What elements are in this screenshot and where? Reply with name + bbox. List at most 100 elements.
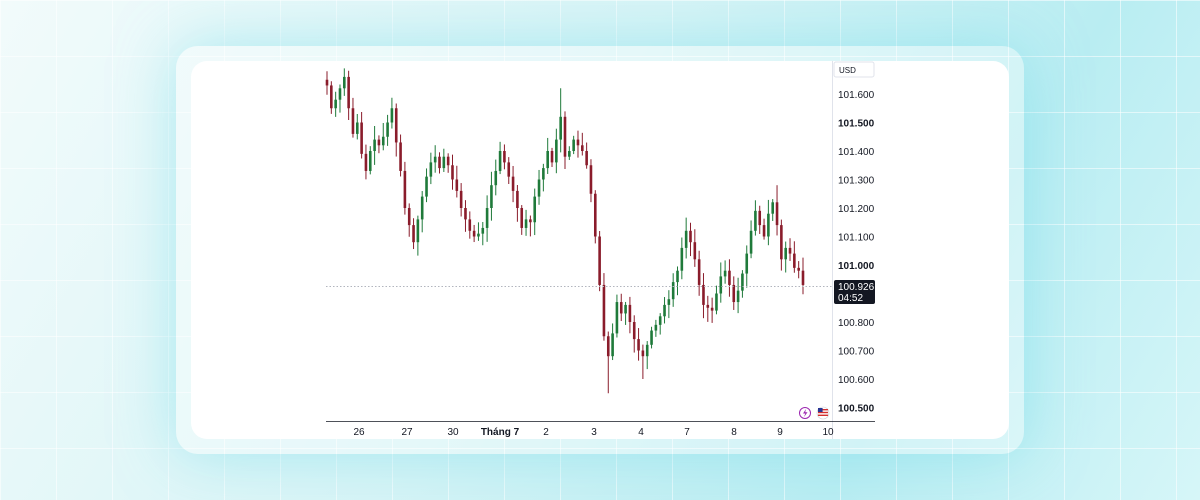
candle-body <box>602 284 606 337</box>
candle <box>416 215 420 256</box>
candle-body <box>593 193 597 237</box>
candle <box>490 171 493 221</box>
candle <box>330 81 333 114</box>
candle-body <box>611 333 614 357</box>
candle-body <box>520 208 524 228</box>
candle <box>390 97 394 129</box>
candle <box>801 257 805 295</box>
candle-body <box>771 202 775 214</box>
candle <box>775 185 779 236</box>
candle <box>542 163 545 192</box>
candle <box>563 111 567 170</box>
lightning-icon[interactable] <box>799 407 811 419</box>
candle-body <box>364 153 368 171</box>
candle <box>403 161 407 215</box>
candle-body <box>330 85 333 109</box>
price-axis[interactable]: 101.600 101.500 101.400 101.300 101.200 101.1… <box>838 90 875 415</box>
candle-body <box>559 116 562 140</box>
candle <box>381 123 385 151</box>
candle <box>325 71 329 95</box>
date-label: 2 <box>543 427 549 438</box>
candle <box>516 185 519 222</box>
candle <box>394 103 398 157</box>
candle <box>559 88 562 153</box>
candle <box>606 331 610 394</box>
time-axis[interactable]: 26 27 30 Tháng 7 2 3 4 7 8 9 10 <box>353 427 834 438</box>
price-label: 101.400 <box>838 147 875 158</box>
date-label: 3 <box>591 427 597 438</box>
candle <box>537 169 541 205</box>
candle-body <box>784 247 787 260</box>
candle <box>680 237 684 280</box>
candle <box>555 128 558 174</box>
candle <box>728 259 731 297</box>
candle-body <box>407 208 411 226</box>
candle-body <box>325 79 329 86</box>
candle-body <box>368 151 372 171</box>
candle <box>399 134 402 177</box>
price-label: 100.800 <box>838 318 875 329</box>
candle <box>438 152 441 174</box>
candle-body <box>576 139 580 146</box>
price-label: 101.300 <box>838 176 875 187</box>
candle <box>658 313 662 335</box>
candle <box>754 200 757 236</box>
candle <box>546 137 549 174</box>
candle-body <box>420 196 424 220</box>
candle <box>645 341 649 370</box>
candle-body <box>360 122 363 154</box>
candle <box>572 135 575 155</box>
candle-body <box>568 151 571 157</box>
candle-body <box>628 304 632 322</box>
candle-body <box>377 139 381 146</box>
date-label: Tháng 7 <box>481 427 520 438</box>
candle-body <box>706 304 710 308</box>
candle <box>593 190 597 244</box>
candle-body <box>581 145 584 151</box>
candle-body <box>542 168 545 180</box>
candle-body <box>585 151 588 166</box>
price-label: 100.700 <box>838 347 875 358</box>
candle-body <box>472 230 476 237</box>
candle-body <box>589 165 593 194</box>
candle <box>377 135 381 154</box>
candle-body <box>425 176 428 197</box>
candle <box>693 229 697 267</box>
candle-body <box>429 162 433 177</box>
candle <box>598 231 601 292</box>
candle-body <box>793 253 796 268</box>
candles-layer <box>325 68 805 394</box>
candle-body <box>355 122 359 134</box>
candle-body <box>381 136 385 146</box>
candle <box>511 165 515 203</box>
candle <box>637 328 640 361</box>
us-flag-icon[interactable] <box>816 406 830 420</box>
candle-body <box>438 156 441 169</box>
date-label: 7 <box>684 427 690 438</box>
candle-body <box>550 151 554 163</box>
candle-body <box>485 208 489 228</box>
countdown-label: 04:52 <box>838 293 863 304</box>
candle <box>671 273 675 307</box>
candle <box>451 154 454 190</box>
candle <box>697 250 701 296</box>
candle <box>503 144 506 170</box>
candle-body <box>775 202 779 226</box>
candle <box>468 211 472 239</box>
candle-body <box>693 242 697 260</box>
candle-body <box>373 139 376 151</box>
candle <box>355 113 359 140</box>
candle-body <box>615 302 619 334</box>
price-chart[interactable]: 101.600 101.500 101.400 101.300 101.200 101.1… <box>191 61 1009 439</box>
candle-body <box>481 227 485 234</box>
currency-box <box>833 61 875 78</box>
candle <box>706 295 710 322</box>
price-label: 101.200 <box>838 204 875 215</box>
candle-body <box>741 273 744 291</box>
candle-body <box>632 322 636 340</box>
candle <box>663 297 666 324</box>
candle <box>650 326 653 349</box>
candle-body <box>416 219 420 243</box>
candle-body <box>671 282 675 300</box>
candle <box>433 145 437 173</box>
